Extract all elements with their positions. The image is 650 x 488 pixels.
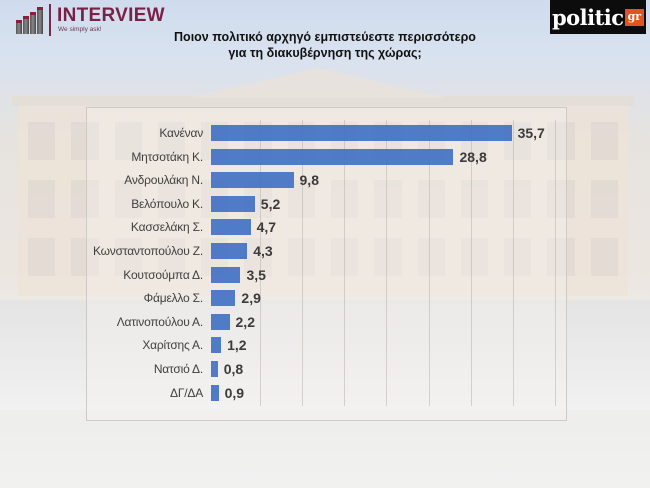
- bar-chart-logo-icon: [16, 6, 43, 34]
- value-label: 9,8: [299, 172, 319, 189]
- bar: [211, 172, 294, 189]
- interview-logo: INTERVIEW We simply ask!: [16, 4, 165, 36]
- logo-divider: [49, 4, 51, 36]
- bar: [211, 125, 512, 141]
- category-label: Λατινοπούλου Α.: [116, 314, 203, 329]
- gridline: [344, 120, 346, 406]
- bar-row: Χαρίτσης Α. 1,2: [87, 333, 247, 357]
- gridline: [428, 120, 430, 406]
- bar-row: Ανδρουλάκη Ν. 9,8: [87, 168, 319, 192]
- background-square: [0, 300, 650, 410]
- bar-row: ΔΓ/ΔΑ 0,9: [87, 381, 244, 405]
- bar-chart: Κανέναν 35,7 Μητσοτάκη Κ. 28,8 Ανδρουλάκη Ν.…: [86, 107, 567, 421]
- category-label: Κανέναν: [159, 126, 203, 140]
- category-label: Νατσιό Δ.: [153, 362, 203, 376]
- gridline: [302, 120, 304, 406]
- value-label: 2,2: [235, 313, 255, 330]
- bar-row: Κανέναν 35,7: [87, 121, 545, 145]
- bar: [211, 219, 251, 236]
- politic-gr-logo: politic gr: [550, 0, 646, 34]
- interview-brand-text: INTERVIEW: [57, 5, 165, 26]
- category-label: Κωνσταντοπούλου Ζ.: [92, 244, 203, 258]
- bar-row: Φάμελλο Σ. 2,9: [87, 286, 261, 310]
- value-label: 2,9: [241, 290, 261, 307]
- gridline: [260, 120, 262, 406]
- value-label: 0,8: [223, 361, 244, 377]
- bar: [211, 361, 218, 377]
- bar: [211, 384, 219, 401]
- bar-row: Κασσελάκη Σ. 4,7: [87, 215, 276, 239]
- gridline: [554, 120, 556, 406]
- category-label: Κασσελάκη Σ.: [130, 220, 203, 235]
- background-cornice: [12, 96, 634, 106]
- bar-row: Κουτσούμπα Δ. 3,5: [87, 263, 266, 287]
- bar-row: Κωνσταντοπούλου Ζ. 4,3: [87, 239, 273, 263]
- bar: [211, 266, 241, 283]
- interview-tagline: We simply ask!: [58, 26, 102, 33]
- chart-title-line-2: για τη διακυβέρνηση της χώρας;: [228, 45, 422, 60]
- value-label: 4,7: [256, 219, 277, 236]
- category-label: Βελόπουλο Κ.: [131, 196, 203, 211]
- politic-gr-badge: gr: [624, 8, 645, 26]
- bar-row: Βελόπουλο Κ. 5,2: [87, 192, 280, 216]
- bar-row: Μητσοτάκη Κ. 28,8: [87, 145, 487, 169]
- gridline: [386, 120, 388, 406]
- category-label: Ανδρουλάκη Ν.: [124, 173, 203, 188]
- value-label: 3,5: [246, 266, 266, 283]
- bar-row: Λατινοπούλου Α. 2,2: [87, 310, 255, 334]
- value-label: 28,8: [459, 148, 487, 165]
- category-label: Χαρίτσης Α.: [142, 338, 203, 353]
- value-label: 1,2: [227, 337, 247, 354]
- bar: [211, 195, 255, 212]
- value-label: 5,2: [260, 195, 281, 212]
- category-label: Κουτσούμπα Δ.: [123, 267, 203, 282]
- bar: [211, 290, 236, 307]
- background-pediment: [188, 68, 448, 98]
- bar-row: Νατσιό Δ. 0,8: [87, 357, 243, 381]
- category-label: ΔΓ/ΔΑ: [170, 385, 203, 400]
- bar: [211, 243, 248, 259]
- value-label: 35,7: [517, 125, 545, 141]
- category-label: Φάμελλο Σ.: [143, 291, 204, 306]
- bar: [211, 313, 230, 330]
- gridline: [470, 120, 472, 406]
- politic-brand-text: politic: [551, 4, 624, 30]
- value-label: 4,3: [253, 243, 273, 259]
- gridline: [512, 120, 514, 406]
- background-windows: [28, 122, 618, 276]
- bar: [211, 337, 222, 354]
- chart-title-line-1: Ποιον πολιτικό αρχηγό εμπιστεύεστε περισ…: [174, 30, 476, 44]
- chart-title: Ποιον πολιτικό αρχηγό εμπιστεύεστε περισ…: [150, 30, 500, 61]
- bar: [211, 148, 454, 165]
- value-label: 0,9: [224, 384, 245, 401]
- category-label: Μητσοτάκη Κ.: [131, 149, 203, 164]
